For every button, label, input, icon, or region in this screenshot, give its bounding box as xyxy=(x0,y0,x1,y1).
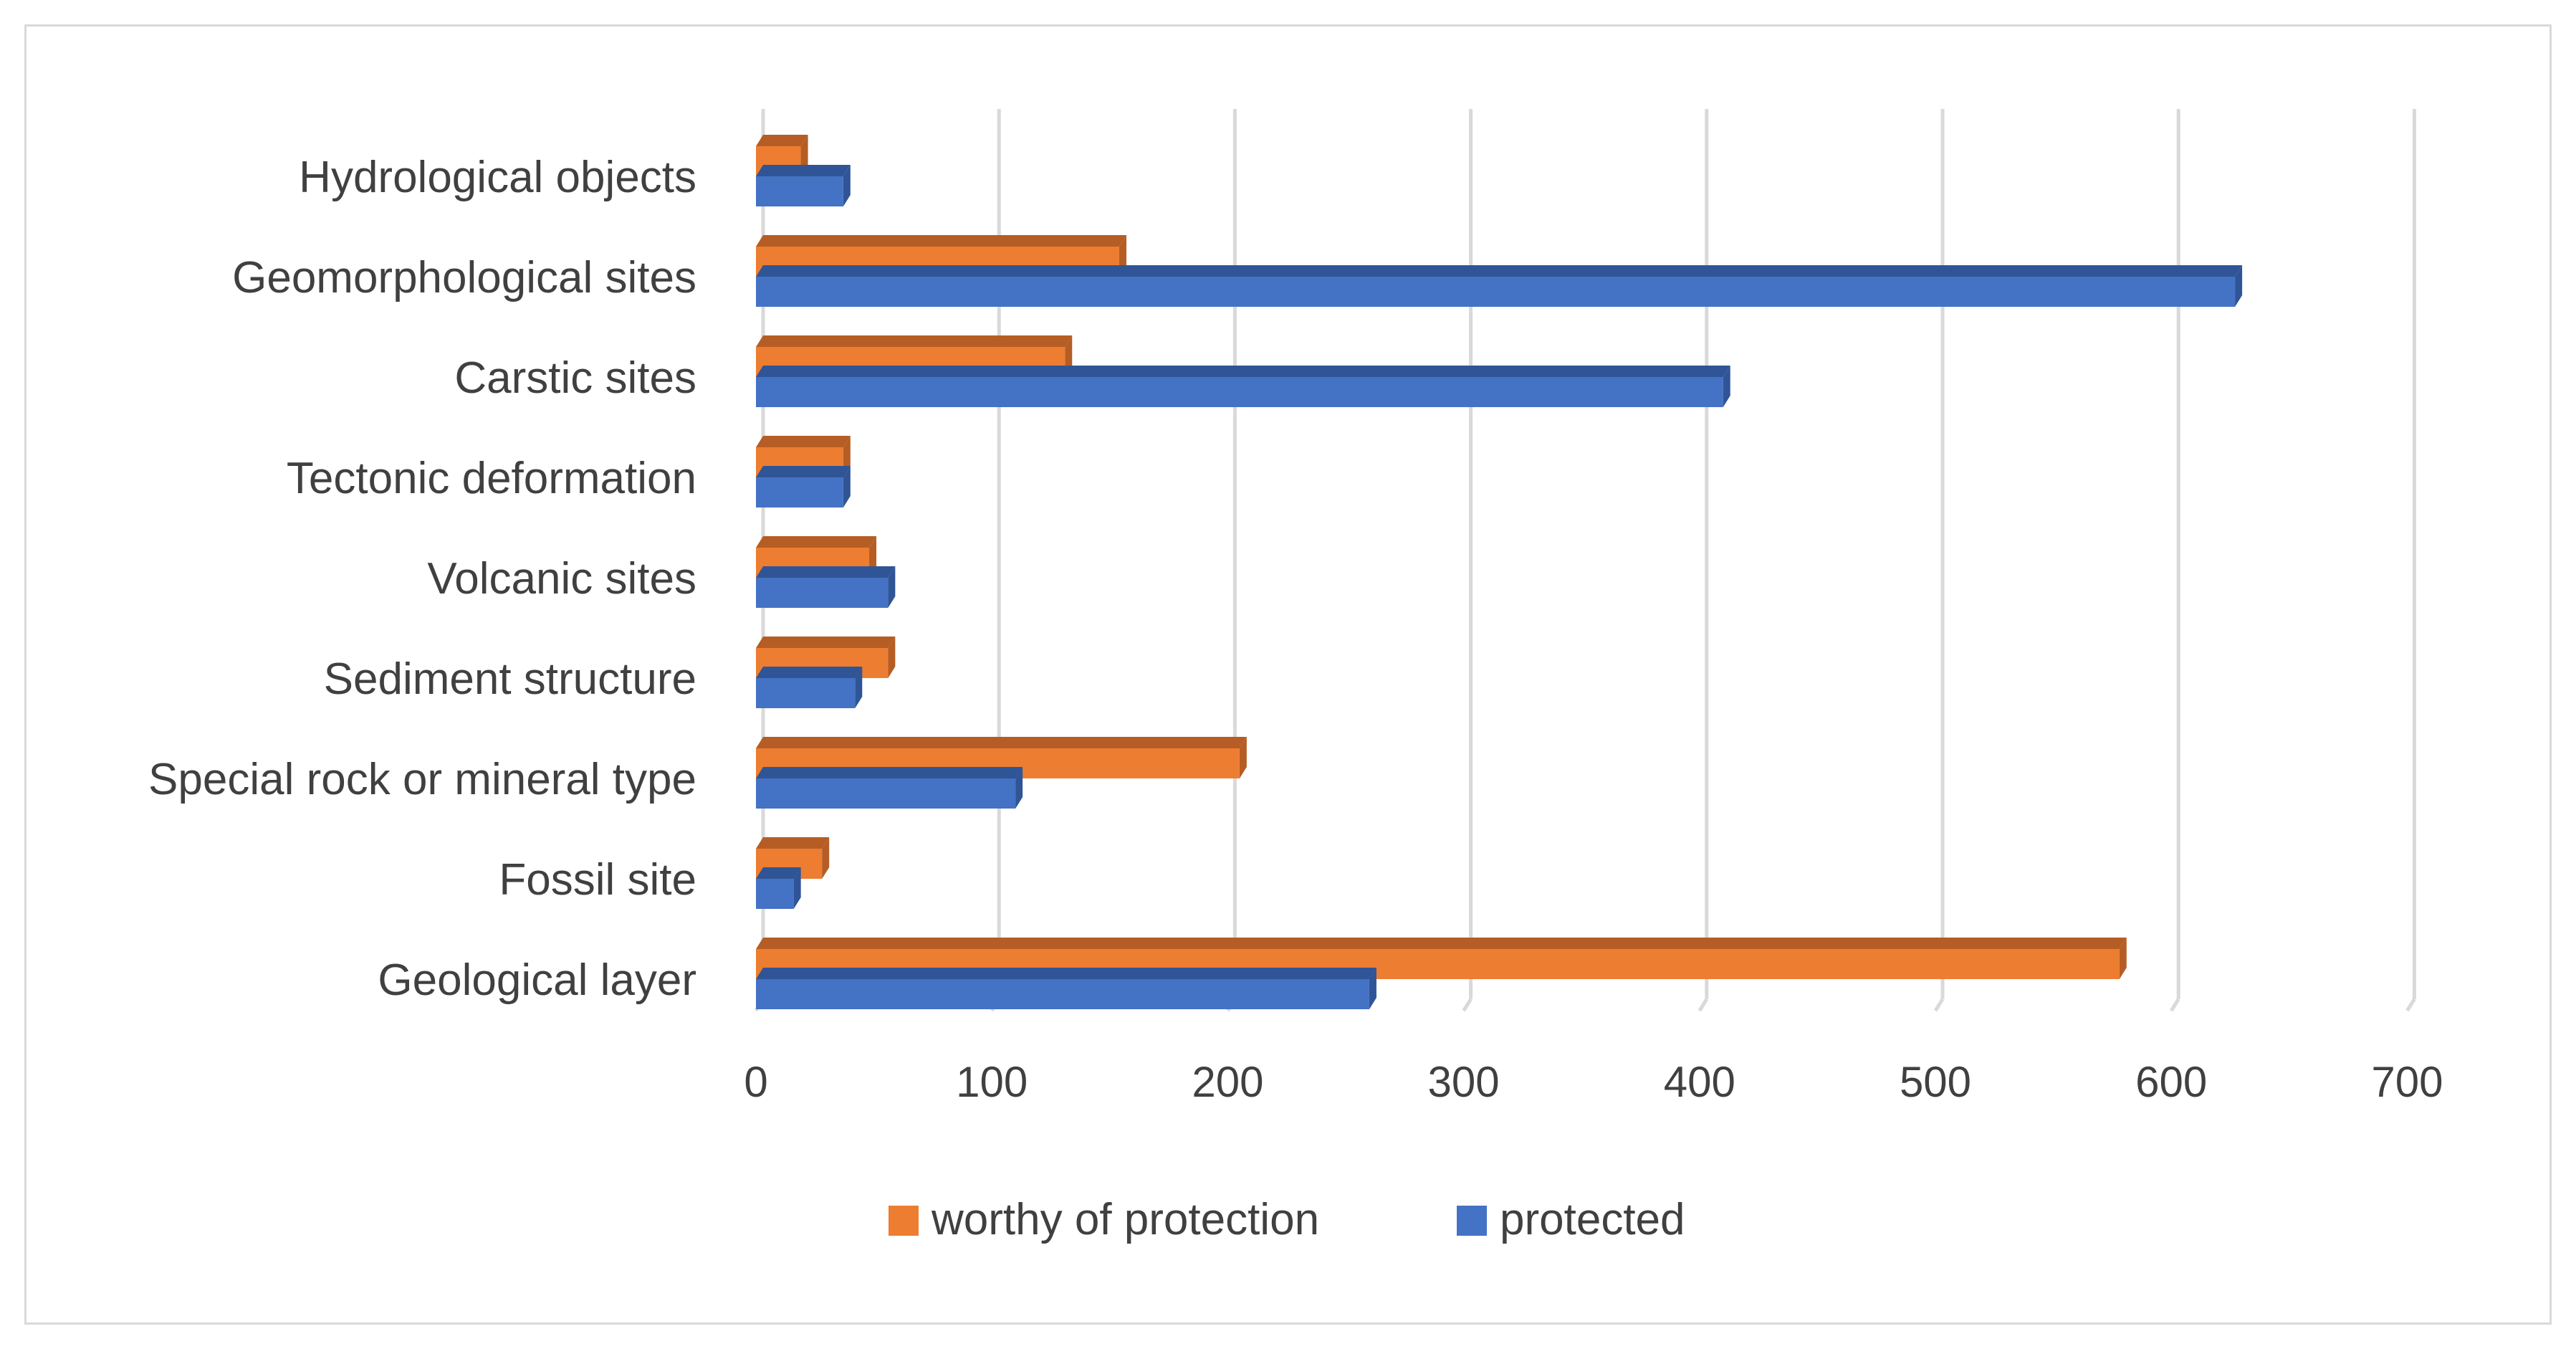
floor-line-700 xyxy=(2405,998,2416,1012)
bar-side-face xyxy=(888,566,896,608)
bar-side-face xyxy=(1015,767,1023,809)
legend-swatch-protected xyxy=(1457,1206,1487,1236)
legend: worthy of protection protected xyxy=(889,1195,1685,1244)
bar-side-face xyxy=(822,837,830,879)
bar-front-face xyxy=(756,979,1369,1009)
legend-label-protected: protected xyxy=(1500,1195,1685,1244)
bar-top-face xyxy=(756,265,2243,277)
bar-protected-sediment-structure xyxy=(756,667,863,708)
bar-side-face xyxy=(843,165,851,206)
bar-side-face xyxy=(1723,366,1730,407)
bar-top-face xyxy=(756,335,1073,347)
category-label-carstic-sites: Carstic sites xyxy=(454,353,696,403)
bar-front-face xyxy=(756,377,1723,407)
bar-protected-special-rock-or-mineral-type xyxy=(756,767,1023,809)
bar-top-face xyxy=(756,867,801,879)
bar-top-face xyxy=(756,466,851,477)
bars xyxy=(756,135,2243,1009)
bar-top-face xyxy=(756,968,1376,979)
bar-side-face xyxy=(1239,737,1247,778)
category-label-sediment-structure: Sediment structure xyxy=(324,654,696,704)
x-tick-label-400: 400 xyxy=(1664,1058,1735,1106)
bar-side-face xyxy=(2119,938,2127,979)
x-tick-label-200: 200 xyxy=(1192,1058,1263,1106)
category-label-geological-layer: Geological layer xyxy=(378,955,696,1005)
bar-top-face xyxy=(756,737,1247,748)
bar-side-face xyxy=(1369,968,1376,1009)
bar-top-face xyxy=(756,938,2127,949)
bar-front-face xyxy=(756,277,2236,307)
x-tick-label-0: 0 xyxy=(744,1058,767,1106)
category-label-tectonic-deformation: Tectonic deformation xyxy=(287,454,696,503)
bar-protected-carstic-sites xyxy=(756,366,1730,407)
bar-front-face xyxy=(756,477,843,507)
bar-top-face xyxy=(756,436,851,447)
chart-frame xyxy=(24,24,2552,1325)
bar-protected-volcanic-sites xyxy=(756,566,896,608)
bar-top-face xyxy=(756,135,808,146)
bar-front-face xyxy=(756,879,794,909)
bar-side-face xyxy=(793,867,801,909)
bar-top-face xyxy=(756,165,851,176)
bar-side-face xyxy=(855,667,863,708)
bar-top-face xyxy=(756,837,830,849)
bar-side-face xyxy=(843,466,851,507)
bar-top-face xyxy=(756,667,863,678)
bar-side-face xyxy=(2235,265,2243,307)
category-label-special-rock-or-mineral-type: Special rock or mineral type xyxy=(148,755,696,804)
bar-front-face xyxy=(756,778,1016,809)
bar-front-face xyxy=(756,678,856,708)
bar-top-face xyxy=(756,566,896,578)
x-tick-label-300: 300 xyxy=(1428,1058,1500,1106)
bar-protected-geological-layer xyxy=(756,968,1376,1009)
bar-protected-hydrological-objects xyxy=(756,165,851,206)
bar-protected-tectonic-deformation xyxy=(756,466,851,507)
category-label-volcanic-sites: Volcanic sites xyxy=(427,554,696,604)
category-label-hydrological-objects: Hydrological objects xyxy=(299,153,696,202)
legend-swatch-worthy-of-protection xyxy=(889,1206,919,1236)
bar-top-face xyxy=(756,536,877,548)
legend-item-worthy-of-protection: worthy of protection xyxy=(889,1195,1319,1244)
legend-label-worthy-of-protection: worthy of protection xyxy=(931,1195,1319,1244)
x-tick-label-700: 700 xyxy=(2371,1058,2443,1106)
bar-front-face xyxy=(756,578,889,608)
floor-line-300 xyxy=(1462,998,1473,1012)
bar-top-face xyxy=(756,235,1126,247)
legend-item-protected: protected xyxy=(1457,1195,1685,1244)
x-tick-label-100: 100 xyxy=(956,1058,1028,1106)
x-axis-tick-labels: 0 100 200 300 400 500 600 700 xyxy=(744,1058,2443,1106)
floor-line-400 xyxy=(1698,998,1708,1012)
bar-top-face xyxy=(756,366,1730,377)
bar-front-face xyxy=(756,176,843,206)
category-label-geomorphological-sites: Geomorphological sites xyxy=(232,253,696,302)
bar-top-face xyxy=(756,767,1023,778)
x-tick-label-600: 600 xyxy=(2135,1058,2207,1106)
bar-side-face xyxy=(888,637,896,678)
category-label-fossil-site: Fossil site xyxy=(499,855,696,905)
floor-line-500 xyxy=(1933,998,1945,1012)
bar-top-face xyxy=(756,637,896,648)
floor-line-600 xyxy=(2170,998,2180,1012)
bar-protected-geomorphological-sites xyxy=(756,265,2243,307)
category-labels: Hydrological objects Geomorphological sit… xyxy=(148,153,696,1005)
x-tick-label-500: 500 xyxy=(1900,1058,1971,1106)
bar-protected-fossil-site xyxy=(756,867,801,909)
